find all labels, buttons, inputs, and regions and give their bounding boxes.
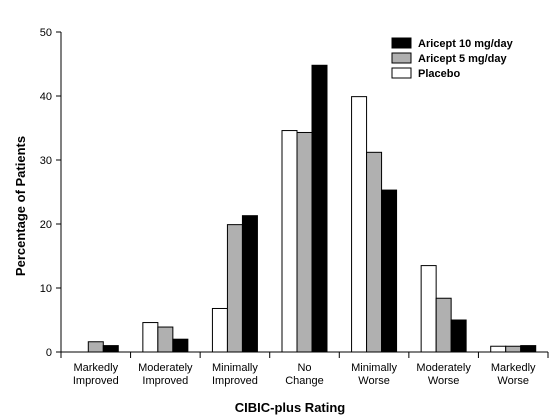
bar-placebo-1: [142, 322, 159, 353]
bar-aricept-10-mg-day-4: [381, 189, 398, 353]
bar-aricept-5-mg-day-6: [505, 345, 522, 353]
bar-aricept-10-mg-day-5: [450, 319, 467, 353]
bar-placebo-5: [420, 265, 437, 353]
legend: Aricept 10 mg/day Aricept 5 mg/day Placebo: [391, 37, 514, 80]
x-category-label: Worse: [358, 375, 390, 387]
legend-entry: Placebo: [418, 68, 460, 80]
x-category-label: Worse: [428, 375, 460, 387]
legend-entry: Aricept 5 mg/day: [418, 53, 508, 65]
y-tick-label: 40: [40, 91, 52, 103]
x-category-label: Improved: [73, 375, 119, 387]
bar-placebo-6: [490, 345, 507, 353]
legend-swatch: [391, 52, 412, 64]
x-category-label: Minimally: [351, 362, 397, 374]
bar-placebo-2: [211, 307, 228, 353]
legend-entry: Aricept 10 mg/day: [418, 38, 514, 50]
bar-placebo-4: [351, 96, 368, 353]
y-tick-label: 20: [40, 219, 52, 231]
legend-swatch: [391, 67, 412, 79]
x-category-label: Improved: [142, 375, 188, 387]
bar-aricept-5-mg-day-0: [87, 341, 104, 353]
bar-aricept-10-mg-day-2: [241, 215, 258, 353]
x-category-label: No: [297, 362, 311, 374]
x-category-label: Moderately: [138, 362, 193, 374]
bar-aricept-10-mg-day-0: [102, 345, 119, 353]
plot-area: [87, 64, 537, 353]
x-category-label: Moderately: [416, 362, 471, 374]
x-category-label: Markedly: [73, 362, 118, 374]
x-category-label: Worse: [497, 375, 529, 387]
bar-aricept-10-mg-day-1: [172, 338, 189, 353]
x-category-label: Markedly: [491, 362, 536, 374]
bar-aricept-10-mg-day-6: [520, 345, 537, 353]
legend-swatch: [391, 37, 412, 49]
bar-aricept-5-mg-day-4: [366, 151, 383, 353]
bar-aricept-5-mg-day-1: [157, 326, 174, 353]
x-category-label: Improved: [212, 375, 258, 387]
y-axis: 0 10 20 30 40 50: [40, 27, 62, 359]
y-tick-label: 0: [46, 347, 52, 359]
y-axis-title: Percentage of Patients: [13, 136, 28, 276]
x-axis-title: CIBIC-plus Rating: [235, 400, 346, 415]
bar-placebo-3: [281, 130, 298, 353]
bar-aricept-5-mg-day-3: [296, 131, 313, 353]
y-tick-label: 50: [40, 27, 52, 39]
x-axis: MarkedlyImprovedModeratelyImprovedMinima…: [60, 351, 549, 387]
bar-aricept-10-mg-day-3: [311, 64, 328, 353]
x-category-label: Change: [285, 375, 324, 387]
bar-aricept-5-mg-day-5: [435, 297, 452, 353]
y-tick-label: 10: [40, 283, 52, 295]
bar-aricept-5-mg-day-2: [226, 224, 243, 353]
y-tick-label: 30: [40, 155, 52, 167]
x-category-label: Minimally: [212, 362, 258, 374]
